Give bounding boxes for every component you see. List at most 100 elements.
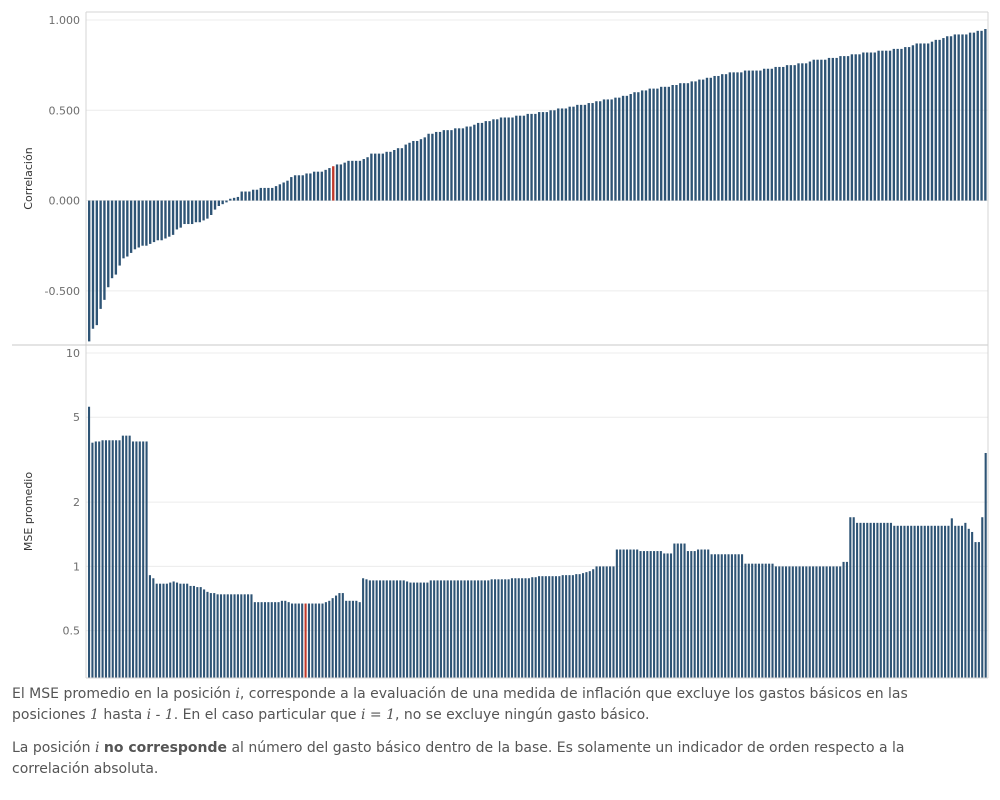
mse-bar xyxy=(690,551,693,678)
mse-bar xyxy=(439,580,442,678)
mse-axis-title: MSE promedio xyxy=(22,472,35,551)
mse-bar xyxy=(784,566,788,678)
corr-bar xyxy=(675,85,678,201)
corr-bar xyxy=(579,104,583,201)
mse-bar xyxy=(263,602,267,678)
mse-bar xyxy=(798,566,801,678)
corr-bar xyxy=(480,122,484,201)
mse-bar xyxy=(111,440,114,678)
mse-bar xyxy=(835,566,838,678)
mse-bar xyxy=(842,561,845,678)
corr-bar xyxy=(412,140,415,201)
mse-bar xyxy=(91,442,94,678)
mse-bar xyxy=(294,603,297,678)
corr-bar xyxy=(473,124,476,201)
corr-bar xyxy=(358,160,362,201)
corr-bar xyxy=(156,200,159,241)
corr-bar xyxy=(366,157,369,201)
mse-bar xyxy=(663,553,666,678)
corr-bar xyxy=(717,75,720,201)
corr-tick-label: 1.000 xyxy=(49,14,81,27)
corr-bar xyxy=(869,52,873,201)
corr-bar xyxy=(210,200,213,215)
corr-bar xyxy=(282,182,285,201)
mse-bar xyxy=(717,554,720,678)
corr-bar xyxy=(873,52,876,201)
corr-bar xyxy=(354,160,358,201)
corr-bar xyxy=(549,110,552,201)
mse-bar xyxy=(883,522,886,678)
corr-bar xyxy=(332,166,335,201)
corr-bar xyxy=(91,200,95,329)
mse-bar xyxy=(125,435,128,678)
corr-bar xyxy=(122,200,125,259)
corr-bar xyxy=(454,128,457,201)
mse-bar xyxy=(788,566,791,678)
corr-bar xyxy=(374,153,377,201)
mse-bar xyxy=(169,582,172,678)
mse-bar xyxy=(368,580,371,678)
corr-bar xyxy=(782,66,785,201)
mse-bar xyxy=(791,566,794,678)
correlation-panel: 1.000 0.500 0.000 -0.500 Correlación xyxy=(22,12,988,345)
mse-bar xyxy=(240,594,243,678)
mse-bar xyxy=(906,525,909,678)
corr-bar xyxy=(640,90,644,201)
mse-bar xyxy=(923,525,926,678)
mse-bar xyxy=(629,549,632,678)
corr-bar xyxy=(499,117,503,201)
mse-bar xyxy=(720,554,723,678)
corr-bar xyxy=(244,191,247,201)
corr-bar xyxy=(129,200,133,253)
corr-bar xyxy=(972,32,976,201)
mse-bar xyxy=(250,594,253,678)
corr-bar xyxy=(408,142,411,201)
mse-bar xyxy=(950,518,953,678)
mse-bar xyxy=(592,569,595,678)
mse-bar xyxy=(527,578,530,678)
corr-bar xyxy=(618,97,621,201)
mse-bar xyxy=(568,575,571,678)
mse-bar xyxy=(676,543,679,678)
corr-bar xyxy=(320,171,323,201)
mse-bar xyxy=(693,551,696,678)
mse-bar xyxy=(666,553,669,678)
mse-bar xyxy=(362,578,365,678)
footnote-text: , corresponde a la evaluación de una med… xyxy=(12,686,908,723)
corr-bar xyxy=(370,153,373,201)
corr-bar xyxy=(839,56,842,201)
corr-bar xyxy=(133,200,137,250)
corr-bar xyxy=(560,108,564,201)
corr-bar xyxy=(900,48,903,201)
mse-bar xyxy=(710,554,713,678)
mse-bar xyxy=(192,585,195,678)
mse-bar xyxy=(480,580,483,678)
mse-bar xyxy=(578,574,581,678)
corr-bar xyxy=(755,70,758,201)
mse-bar xyxy=(893,525,896,678)
footnote: El MSE promedio en la posición i, corres… xyxy=(12,684,982,792)
corr-bar xyxy=(808,61,812,201)
mse-bar xyxy=(642,551,645,678)
mse-bar xyxy=(375,580,378,678)
mse-bar xyxy=(236,594,239,678)
mse-bar xyxy=(558,576,561,678)
mse-bar xyxy=(165,583,168,678)
corr-bar xyxy=(313,171,316,201)
corr-bar xyxy=(858,54,861,201)
mse-bar xyxy=(108,440,111,678)
mse-bar xyxy=(521,578,524,678)
mse-bar xyxy=(974,542,977,678)
corr-bar xyxy=(396,148,400,201)
mse-bar xyxy=(456,580,459,678)
corr-bar xyxy=(888,50,892,201)
corr-bar xyxy=(690,81,693,201)
mse-bar xyxy=(304,603,307,678)
corr-bar xyxy=(393,150,396,201)
mse-bar xyxy=(856,522,859,678)
corr-tick-label: -0.500 xyxy=(45,285,80,298)
mse-bar xyxy=(859,522,862,678)
corr-bar xyxy=(423,137,426,201)
corr-bar xyxy=(770,68,773,201)
mse-bar xyxy=(761,563,764,678)
